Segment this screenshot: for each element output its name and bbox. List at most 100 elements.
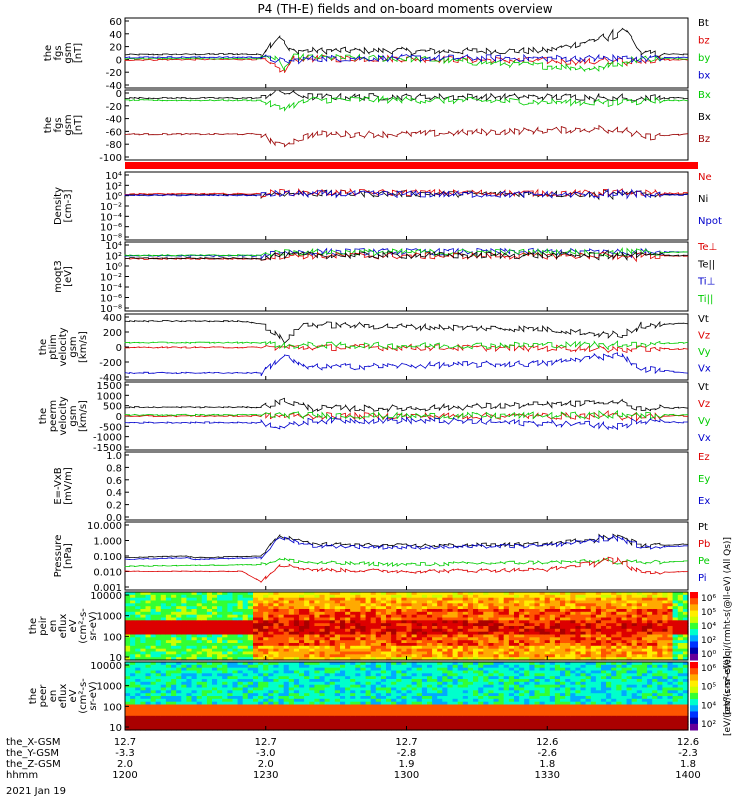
heatmap-cell [263,609,269,613]
heatmap-cell [427,606,433,610]
heatmap-cell [135,592,141,596]
heatmap-cell [544,594,551,599]
heatmap-cell [258,623,264,627]
heatmap-cell [268,667,274,672]
heatmap-cell [457,631,464,636]
heatmap-cell [263,643,269,647]
heatmap-cell [237,600,244,604]
heatmap-cell [283,609,290,613]
heatmap-cell [565,679,571,683]
heatmap-cell [514,690,520,694]
heatmap-cell [514,597,520,602]
heatmap-cell [268,617,274,621]
heatmap-cell [222,643,228,647]
heatmap-cell [636,648,643,653]
heatmap-cell [150,676,157,680]
heatmap-cell [212,654,218,658]
heatmap-cell [145,707,152,711]
heatmap-cell [595,654,602,658]
heatmap-cell [186,631,193,636]
heatmap-cell [212,634,218,638]
heatmap-cell [442,701,448,706]
heatmap-cell [247,670,254,674]
heatmap-cell [611,611,617,616]
heatmap-cell [253,651,259,655]
heatmap-cell [570,684,576,689]
heatmap-cell [432,651,438,655]
heatmap-cell [345,597,351,602]
heatmap-cell [478,687,484,691]
heatmap-cell [549,687,556,691]
heatmap-cell [539,679,546,683]
heatmap-cell [519,664,525,669]
heatmap-cell [534,634,541,638]
heatmap-cell [299,592,305,596]
heatmap-cell [652,594,658,599]
heatmap-cell [580,611,587,616]
heatmap-cell [554,681,561,686]
heatmap-cell [360,670,367,674]
heatmap-cell [519,693,525,697]
heatmap-cell [309,637,315,641]
heatmap-cell [253,603,259,607]
heatmap-cell [232,603,239,607]
heatmap-cell [309,640,315,644]
heatmap-cell [421,718,428,723]
heatmap-cell [544,713,551,717]
heatmap-cell [565,713,571,717]
heatmap-cell [406,664,413,669]
heatmap-cell [452,634,459,638]
heatmap-cell [314,654,321,658]
legend-entry: Te⊥ [697,242,717,253]
y-axis-label: sr-eV) [88,611,99,640]
heatmap-cell [273,693,280,697]
heatmap-cell [150,727,157,731]
heatmap-cell [411,679,418,683]
heatmap-cell [145,664,152,669]
heatmap-cell [130,681,136,686]
heatmap-cell [539,606,546,610]
heatmap-cell [253,657,259,661]
heatmap-cell [498,696,505,700]
heatmap-cell [519,701,525,706]
heatmap-cell [273,696,280,700]
y-axis-label: eV [68,619,79,632]
heatmap-cell [549,724,556,728]
heatmap-cell [309,698,315,703]
heatmap-cell [534,701,541,706]
heatmap-cell [227,724,234,728]
heatmap-cell [473,606,479,610]
heatmap-cell [647,617,653,621]
heatmap-cell [442,651,448,655]
heatmap-cell [585,606,592,610]
heatmap-cell [237,651,244,655]
heatmap-cell [467,594,474,599]
heatmap-cell [345,648,351,653]
heatmap-cell [411,648,418,653]
heatmap-cell [171,594,177,599]
heatmap-cell [125,609,131,613]
heatmap-cell [217,637,223,641]
heatmap-cell [406,648,413,653]
heatmap-cell [677,640,684,644]
heatmap-cell [386,634,392,638]
heatmap-cell [340,645,346,650]
heatmap-cell [232,594,239,599]
heatmap-cell [590,654,597,658]
heatmap-cell [647,611,653,616]
heatmap-cell [299,718,305,723]
heatmap-cell [201,643,208,647]
heatmap-cell [227,654,234,658]
heatmap-cell [457,664,464,669]
heatmap-cell [186,628,193,633]
heatmap-cell [585,654,592,658]
heatmap-cell [283,715,290,720]
heatmap-cell [247,648,254,653]
heatmap-cell [467,662,474,666]
heatmap-cell [554,631,561,636]
heatmap-cell [641,603,648,607]
heatmap-cell [616,592,622,596]
heatmap-cell [345,670,351,674]
heatmap-cell [309,673,315,677]
heatmap-cell [580,609,587,613]
